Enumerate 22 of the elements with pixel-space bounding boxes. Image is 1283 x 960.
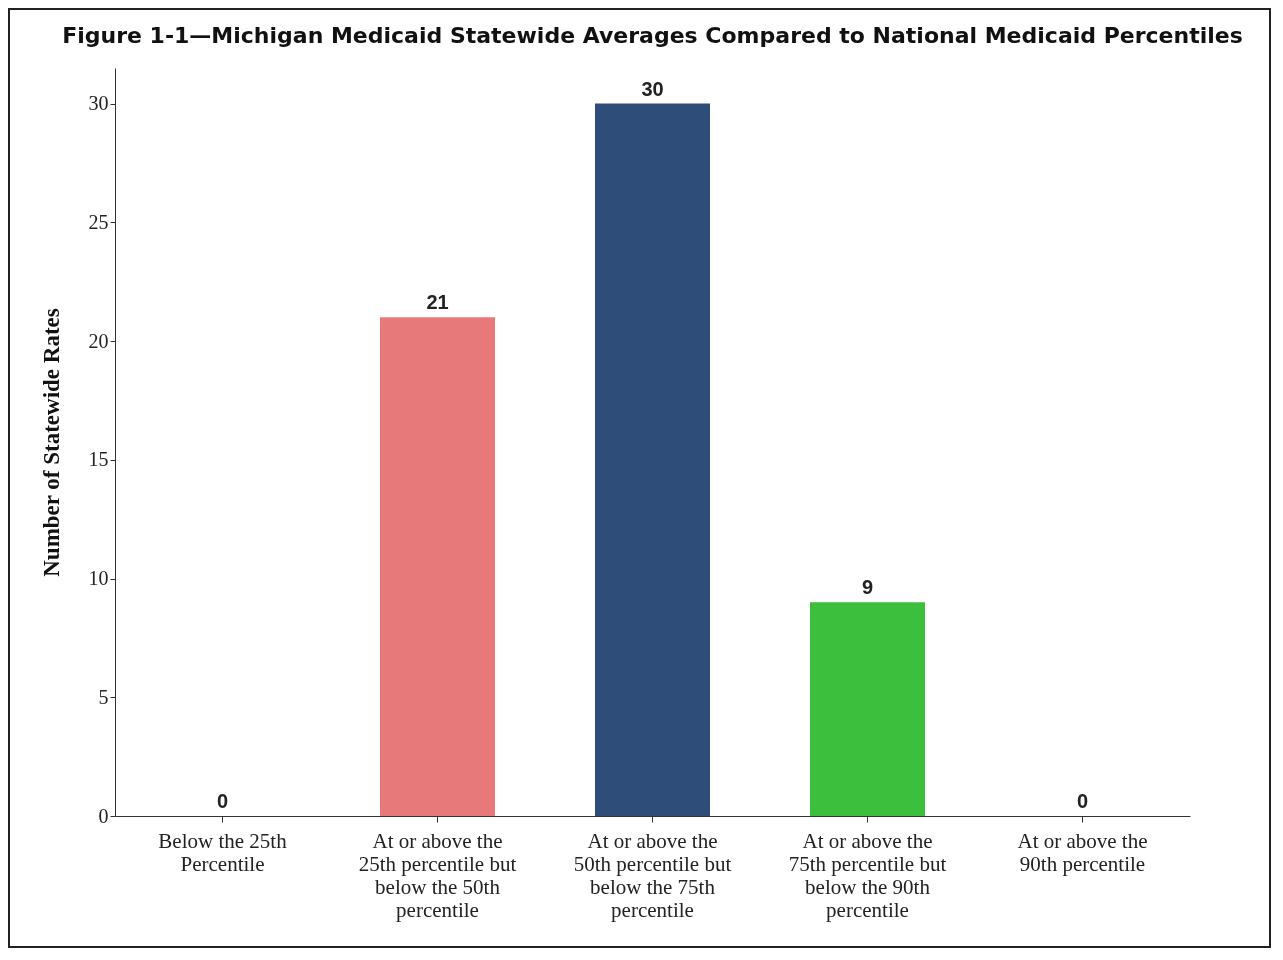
chart-title: Figure 1-1—Michigan Medicaid Statewide Averages Compared to National Medicaid Percentiles — [62, 23, 1243, 48]
x-tick-label: Below the 25th Percentile — [158, 828, 288, 876]
data-label: 30 — [641, 77, 664, 100]
y-tick-label: 5 — [98, 685, 109, 708]
y-tick-label: 20 — [88, 329, 109, 352]
x-tick-label: At or above the 90th percentile — [1017, 828, 1148, 876]
y-tick-label: 15 — [88, 448, 109, 471]
x-tick-label: At or above the 25th percentile but below the 50th percentile — [358, 828, 517, 922]
y-tick-label: 10 — [88, 567, 109, 590]
data-label: 21 — [426, 291, 449, 314]
bar — [380, 317, 495, 816]
bar — [595, 103, 710, 816]
data-label: 9 — [861, 576, 874, 599]
bar — [810, 602, 925, 816]
y-tick-label: 0 — [98, 804, 109, 827]
x-tick-label: At or above the 75th percentile but below the 90th percentile — [788, 828, 947, 922]
y-tick-label: 30 — [88, 92, 109, 115]
data-label: 0 — [1076, 790, 1089, 812]
x-tick-label: At or above the 50th percentile but below the 75th percentile — [573, 828, 732, 922]
y-axis-title: Number of Statewide Rates — [38, 308, 64, 577]
y-tick-label: 25 — [88, 210, 109, 233]
data-label: 0 — [216, 790, 229, 812]
